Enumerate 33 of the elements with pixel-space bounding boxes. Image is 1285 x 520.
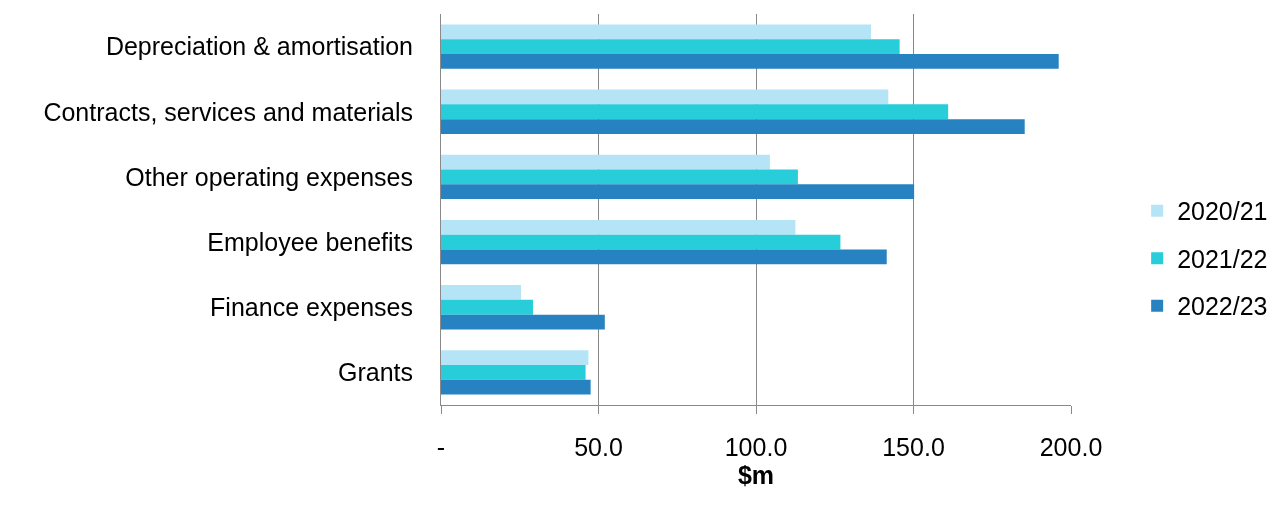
- x-tick-label: 150.0: [882, 433, 945, 461]
- x-tick-label: 50.0: [574, 433, 623, 461]
- bar: [441, 249, 887, 265]
- bar: [441, 184, 915, 200]
- bar: [441, 39, 900, 54]
- bar: [441, 299, 533, 315]
- bar: [441, 379, 591, 395]
- legend-label: 2021/22: [1177, 244, 1268, 273]
- bar: [441, 234, 841, 250]
- bar: [441, 104, 949, 120]
- x-tick-label: -: [436, 433, 446, 461]
- bar: [441, 24, 871, 40]
- x-axis-title: $m: [737, 461, 775, 489]
- bar: [441, 119, 1025, 134]
- y-tick-label: Depreciation & amortisation: [105, 32, 413, 61]
- x-tick-label: 100.0: [724, 433, 788, 461]
- bar: [441, 53, 1059, 69]
- legend-label: 2022/23: [1177, 292, 1268, 321]
- legend-label: 2020/21: [1177, 197, 1268, 226]
- bar: [441, 169, 798, 185]
- bar: [441, 365, 586, 380]
- x-tick-label: 200.0: [1039, 433, 1103, 461]
- bar: [441, 89, 889, 105]
- y-tick-label: Other operating expenses: [125, 162, 413, 191]
- bar: [441, 219, 796, 235]
- y-tick-label: Grants: [337, 358, 413, 387]
- y-tick-label: Contracts, services and materials: [43, 97, 413, 126]
- bar: [441, 350, 589, 366]
- y-tick-label: Finance expenses: [210, 293, 413, 321]
- bar: [441, 154, 770, 170]
- bar: [441, 314, 605, 330]
- y-tick-label: Employee benefits: [207, 227, 413, 256]
- bar: [441, 285, 522, 300]
